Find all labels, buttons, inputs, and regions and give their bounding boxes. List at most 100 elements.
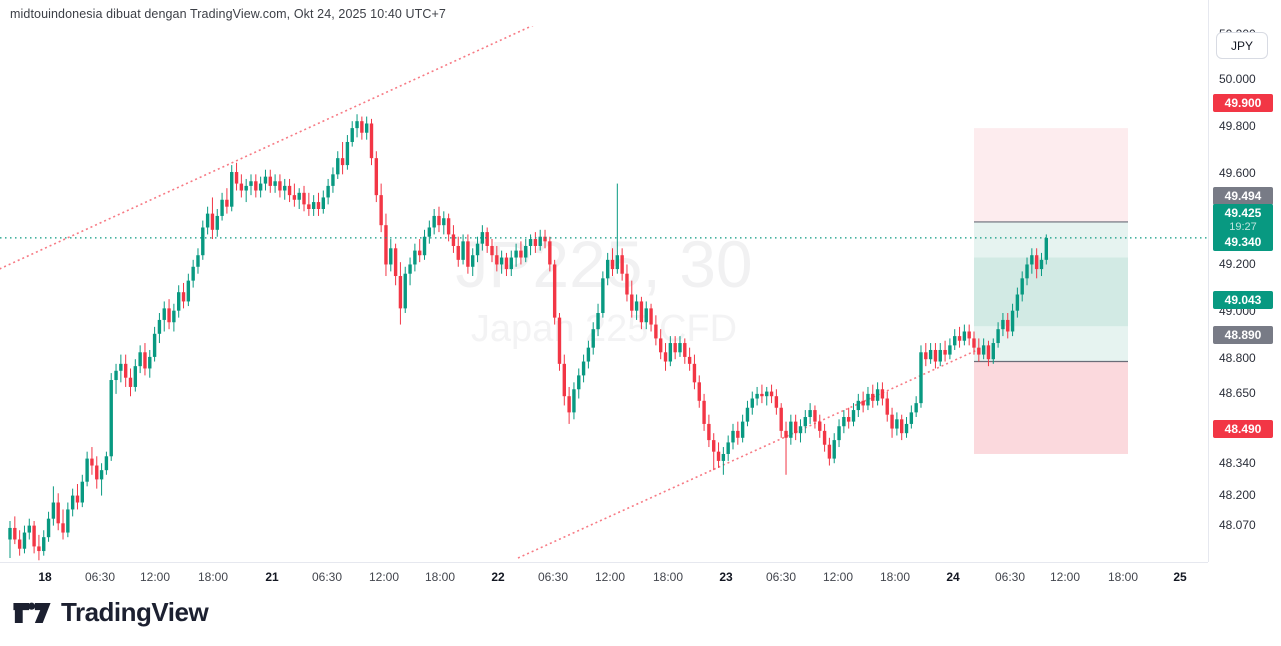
attribution-text: midtouindonesia dibuat dengan TradingVie… bbox=[10, 7, 446, 21]
candle bbox=[880, 382, 885, 406]
tradingview-logo[interactable]: TradingView bbox=[12, 597, 209, 628]
price-axis-label: 48.650 bbox=[1219, 386, 1256, 400]
candle bbox=[1001, 312, 1005, 337]
price-axis[interactable]: 50.20050.00049.80049.60049.20049.00048.8… bbox=[1208, 0, 1281, 562]
candlestick-chart-svg[interactable] bbox=[0, 26, 1208, 562]
tradingview-logo-icon bbox=[13, 602, 51, 623]
candle bbox=[1025, 257, 1029, 286]
candle bbox=[514, 243, 518, 267]
candle bbox=[504, 252, 509, 277]
candle bbox=[943, 340, 947, 362]
candle bbox=[8, 520, 12, 558]
candle bbox=[524, 239, 528, 263]
candle bbox=[326, 178, 330, 205]
price-axis-label: 48.800 bbox=[1219, 351, 1256, 365]
candle bbox=[837, 419, 841, 448]
time-axis-day-label: 18 bbox=[38, 570, 52, 584]
candle bbox=[408, 257, 412, 286]
candle bbox=[422, 229, 427, 260]
candle bbox=[287, 178, 292, 203]
upper-channel-line[interactable] bbox=[0, 26, 536, 271]
candle bbox=[784, 421, 788, 475]
time-axis[interactable]: 18 06:30 12:00 18:00 21 06:30 12:00 18:00 22 06:3… bbox=[0, 562, 1208, 591]
candle bbox=[538, 229, 542, 251]
candle bbox=[774, 389, 779, 415]
candle bbox=[846, 407, 851, 429]
candle bbox=[66, 502, 70, 538]
short-position-stop-zone[interactable] bbox=[974, 128, 1128, 222]
candle bbox=[914, 396, 918, 417]
candle bbox=[861, 391, 865, 413]
candle bbox=[490, 239, 494, 263]
candle bbox=[114, 363, 118, 394]
candle bbox=[273, 174, 277, 193]
stop-loss-price-short-badge: 49.900 bbox=[1213, 94, 1273, 112]
candle bbox=[1010, 303, 1015, 337]
candle bbox=[871, 384, 875, 408]
candle bbox=[432, 208, 436, 235]
time-axis-label: 06:30 bbox=[994, 570, 1026, 584]
candle bbox=[413, 243, 417, 272]
candle bbox=[953, 329, 957, 350]
candle bbox=[885, 391, 889, 422]
time-axis-day-label: 22 bbox=[491, 570, 505, 584]
candle bbox=[765, 386, 769, 406]
price-axis-label: 48.340 bbox=[1219, 456, 1256, 470]
candle bbox=[268, 169, 272, 193]
candle bbox=[740, 414, 745, 443]
candle bbox=[890, 407, 894, 438]
candle bbox=[1039, 252, 1044, 277]
time-axis-label: 12:00 bbox=[594, 570, 626, 584]
candle bbox=[133, 359, 138, 392]
candle bbox=[364, 116, 369, 140]
profit-zone-overlap[interactable] bbox=[974, 257, 1128, 327]
candle bbox=[499, 250, 504, 274]
candle bbox=[340, 141, 345, 175]
time-axis-day-label: 25 bbox=[1173, 570, 1187, 584]
candle bbox=[172, 303, 176, 332]
bar-countdown: 19:27 bbox=[1229, 221, 1257, 233]
candle bbox=[798, 419, 803, 443]
candle bbox=[509, 250, 513, 277]
candle bbox=[842, 410, 846, 434]
time-axis-label: 06:30 bbox=[84, 570, 116, 584]
time-axis-label: 12:00 bbox=[139, 570, 171, 584]
candle bbox=[22, 525, 27, 554]
time-axis-label: 12:00 bbox=[1049, 570, 1081, 584]
candle bbox=[866, 386, 870, 411]
long-position-stop-zone[interactable] bbox=[974, 361, 1128, 454]
candle bbox=[731, 423, 735, 450]
chart-pane[interactable]: JP225, 30 Japan 225 CFD bbox=[0, 26, 1208, 562]
candle bbox=[292, 183, 297, 207]
currency-toggle-button[interactable]: JPY bbox=[1216, 32, 1268, 59]
candle bbox=[904, 416, 909, 438]
candle bbox=[177, 285, 181, 318]
candle bbox=[673, 336, 677, 360]
candle bbox=[668, 336, 673, 367]
current-price-value: 49.425 bbox=[1224, 206, 1262, 220]
candle bbox=[769, 384, 774, 404]
candle bbox=[210, 197, 215, 240]
lower-channel-line[interactable] bbox=[517, 345, 987, 559]
time-axis-day-label: 23 bbox=[719, 570, 733, 584]
candle bbox=[808, 403, 812, 424]
entry-price-long-badge: 48.890 bbox=[1213, 326, 1273, 344]
candle bbox=[104, 451, 109, 475]
candle bbox=[331, 167, 335, 193]
candle bbox=[249, 174, 253, 196]
candle bbox=[991, 338, 995, 364]
candle bbox=[745, 400, 750, 427]
candle bbox=[909, 405, 914, 429]
candle bbox=[827, 437, 832, 466]
candle bbox=[957, 326, 962, 348]
candle bbox=[46, 511, 51, 542]
candle bbox=[981, 338, 986, 360]
candle bbox=[398, 262, 403, 325]
candle bbox=[379, 183, 383, 233]
candle bbox=[427, 220, 432, 244]
candle bbox=[258, 176, 263, 198]
candle bbox=[297, 188, 301, 209]
time-axis-label: 06:30 bbox=[537, 570, 569, 584]
candle bbox=[225, 188, 229, 214]
candle bbox=[162, 301, 166, 332]
